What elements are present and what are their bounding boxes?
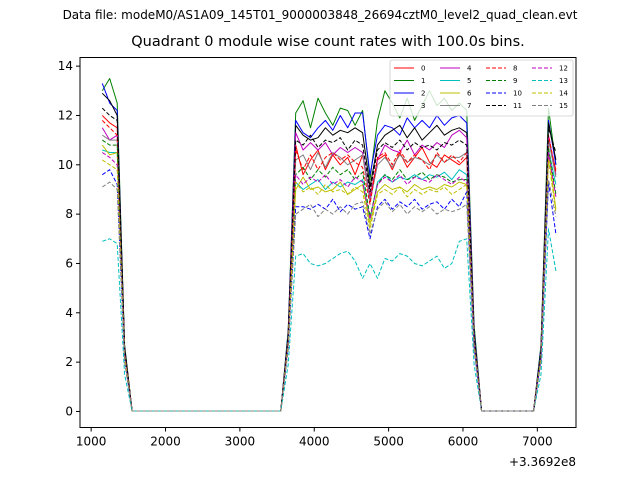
series-line-9	[102, 139, 557, 412]
legend-label-4: 4	[467, 65, 472, 73]
y-tick-label: 2	[65, 355, 73, 369]
series-line-8	[101, 120, 557, 412]
y-tick-label: 6	[65, 256, 73, 270]
legend-label-5: 5	[467, 77, 471, 85]
legend-label-7: 7	[467, 102, 471, 110]
x-tick-label: 1000	[76, 435, 107, 449]
y-tick-label: 10	[58, 158, 73, 172]
y-tick-label: 4	[65, 306, 73, 320]
plot-frame	[79, 57, 577, 428]
plot-lines	[101, 78, 557, 412]
series-line-4	[101, 127, 557, 412]
legend-label-3: 3	[421, 102, 425, 110]
legend-label-2: 2	[421, 90, 425, 98]
series-line-14	[102, 159, 557, 412]
x-tick-label: 5000	[373, 435, 404, 449]
legend-label-8: 8	[513, 65, 517, 73]
y-tick-label: 14	[58, 59, 73, 73]
y-tick-label: 0	[65, 404, 73, 418]
series-line-5	[102, 149, 557, 412]
x-tick-label: 3000	[225, 435, 256, 449]
legend-label-6: 6	[467, 90, 472, 98]
x-tick-label: 6000	[448, 435, 479, 449]
chart-title: Quadrant 0 module wise count rates with …	[131, 34, 525, 50]
x-tick-label: 4000	[299, 435, 330, 449]
legend-label-14: 14	[559, 90, 568, 98]
series-line-15	[102, 179, 557, 412]
series-line-7	[102, 134, 557, 412]
series-line-2	[101, 83, 557, 412]
legend-label-11: 11	[513, 102, 522, 110]
x-tick-label: 2000	[150, 435, 181, 449]
figure-suptitle: Data file: modeM0/AS1A09_145T01_90000038…	[62, 8, 578, 22]
series-line-13	[102, 228, 557, 412]
series-line-6	[101, 144, 557, 412]
series-line-10	[102, 169, 557, 412]
legend-label-0: 0	[421, 65, 425, 73]
legend-label-13: 13	[559, 77, 568, 85]
y-tick-label: 8	[65, 207, 73, 221]
x-tick-label: 7000	[522, 435, 553, 449]
series-line-11	[101, 107, 557, 412]
legend-label-9: 9	[513, 77, 517, 85]
x-axis-offset-label: +3.3692e8	[509, 455, 576, 469]
legend-frame	[389, 59, 574, 117]
legend-label-1: 1	[421, 77, 425, 85]
legend-label-15: 15	[559, 102, 568, 110]
legend-label-12: 12	[559, 65, 568, 73]
y-tick-label: 12	[58, 108, 73, 122]
series-line-12	[102, 152, 557, 412]
series-line-1	[101, 78, 557, 412]
legend-label-10: 10	[513, 90, 522, 98]
